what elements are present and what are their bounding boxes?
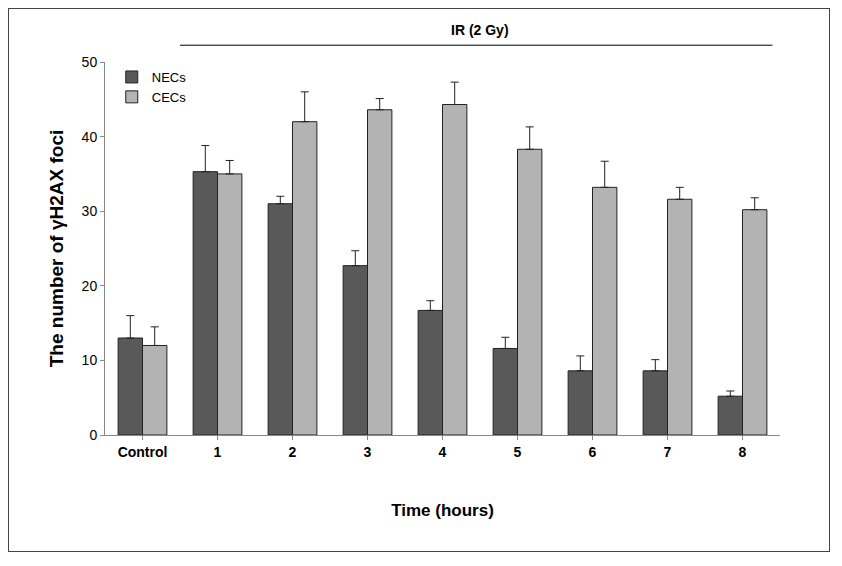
svg-text:50: 50 [82,54,98,70]
svg-text:NECs: NECs [152,70,186,85]
svg-text:40: 40 [82,129,98,145]
svg-text:CECs: CECs [152,90,186,105]
svg-text:7: 7 [664,444,672,460]
svg-text:2: 2 [289,444,297,460]
svg-text:6: 6 [589,444,597,460]
svg-text:8: 8 [739,444,747,460]
svg-text:1: 1 [214,444,222,460]
svg-text:3: 3 [364,444,372,460]
svg-text:4: 4 [439,444,447,460]
svg-text:The number of γH2AX foci: The number of γH2AX foci [46,130,67,368]
svg-text:20: 20 [82,278,98,294]
svg-text:0: 0 [89,427,97,443]
svg-text:Time (hours): Time (hours) [391,501,494,520]
svg-text:10: 10 [82,352,98,368]
svg-text:30: 30 [82,203,98,219]
svg-text:IR (2 Gy): IR (2 Gy) [451,22,509,38]
svg-text:Control: Control [118,444,168,460]
svg-text:5: 5 [514,444,522,460]
